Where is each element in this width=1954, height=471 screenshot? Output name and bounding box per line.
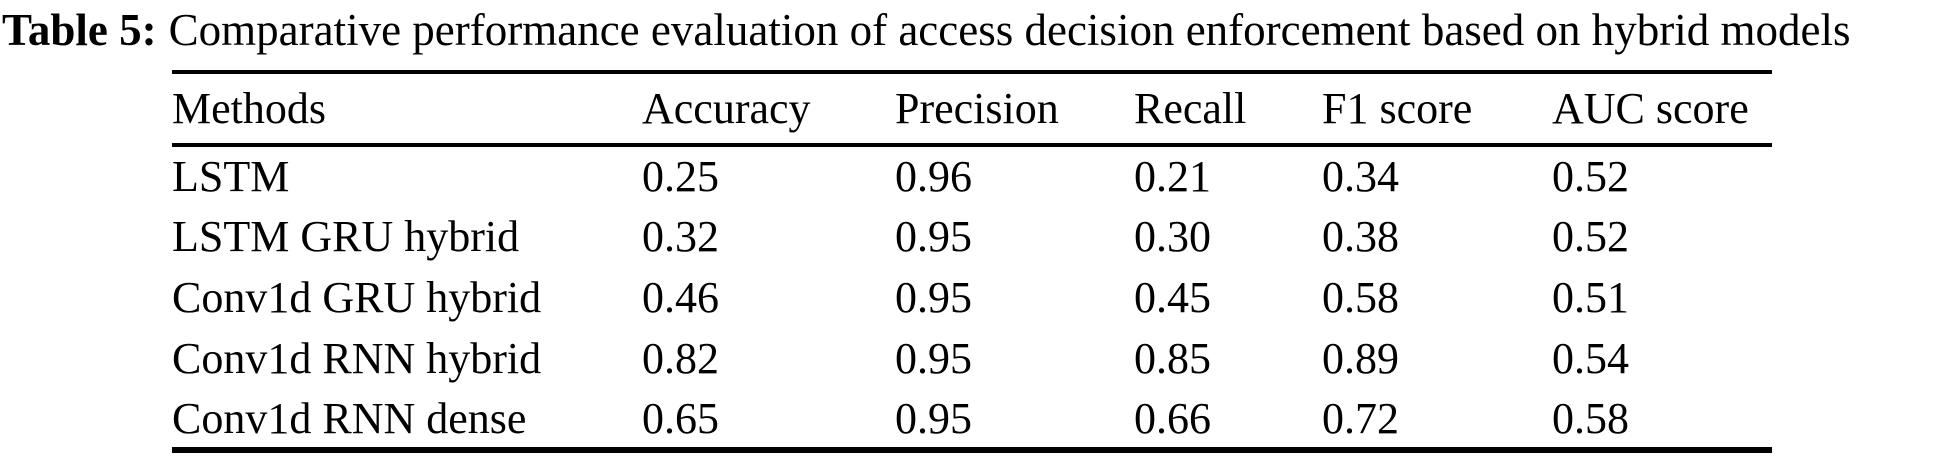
cell-method: LSTM <box>172 152 290 201</box>
cell-method: LSTM GRU hybrid <box>172 212 520 261</box>
header-cell-auc-score: AUC score <box>1552 72 1772 147</box>
cell-precision: 0.95 <box>895 212 972 261</box>
table-caption-text: Comparative performance evaluation of ac… <box>168 5 1851 55</box>
table-row: LSTM 0.25 0.96 0.21 0.34 0.52 <box>172 145 1772 206</box>
table-caption-label: Table 5: <box>2 5 157 55</box>
cell-accuracy: 0.46 <box>642 273 719 322</box>
cell-f1-score: 0.89 <box>1322 334 1399 383</box>
table-row: Conv1d RNN dense 0.65 0.95 0.66 0.72 0.5… <box>172 389 1772 450</box>
cell-auc-score: 0.54 <box>1552 334 1629 383</box>
cell-recall: 0.66 <box>1134 393 1211 443</box>
table-row: Conv1d GRU hybrid 0.46 0.95 0.45 0.58 0.… <box>172 267 1772 328</box>
cell-auc-score: 0.52 <box>1552 212 1629 261</box>
header-cell-f1-score: F1 score <box>1322 72 1552 147</box>
cell-recall: 0.21 <box>1134 152 1211 201</box>
header-row: Methods Accuracy Precision Recall F1 sco… <box>172 72 1772 147</box>
table-row: LSTM GRU hybrid 0.32 0.95 0.30 0.38 0.52 <box>172 206 1772 267</box>
cell-f1-score: 0.34 <box>1322 152 1399 201</box>
cell-f1-score: 0.58 <box>1322 273 1399 322</box>
cell-precision: 0.95 <box>895 273 972 322</box>
header-cell-methods: Methods <box>172 72 642 147</box>
cell-method: Conv1d RNN hybrid <box>172 334 542 383</box>
cell-recall: 0.45 <box>1134 273 1211 322</box>
cell-recall: 0.85 <box>1134 334 1211 383</box>
cell-accuracy: 0.82 <box>642 334 719 383</box>
cell-f1-score: 0.72 <box>1322 393 1399 443</box>
cell-precision: 0.95 <box>895 334 972 383</box>
cell-accuracy: 0.32 <box>642 212 719 261</box>
header-cell-recall: Recall <box>1134 72 1322 147</box>
cell-auc-score: 0.51 <box>1552 273 1629 322</box>
performance-table: Methods Accuracy Precision Recall F1 sco… <box>172 70 1772 453</box>
header-cell-accuracy: Accuracy <box>642 72 895 147</box>
cell-precision: 0.96 <box>895 152 972 201</box>
cell-method: Conv1d GRU hybrid <box>172 273 542 322</box>
cell-recall: 0.30 <box>1134 212 1211 261</box>
cell-method: Conv1d RNN dense <box>172 393 527 443</box>
table-caption: Table 5: Comparative performance evaluati… <box>2 2 1952 58</box>
cell-precision: 0.95 <box>895 393 972 443</box>
cell-accuracy: 0.25 <box>642 152 719 201</box>
header-cell-precision: Precision <box>895 72 1134 147</box>
cell-f1-score: 0.38 <box>1322 212 1399 261</box>
cell-auc-score: 0.58 <box>1552 393 1629 443</box>
cell-accuracy: 0.65 <box>642 393 719 443</box>
cell-auc-score: 0.52 <box>1552 152 1629 201</box>
table-row: Conv1d RNN hybrid 0.82 0.95 0.85 0.89 0.… <box>172 328 1772 389</box>
